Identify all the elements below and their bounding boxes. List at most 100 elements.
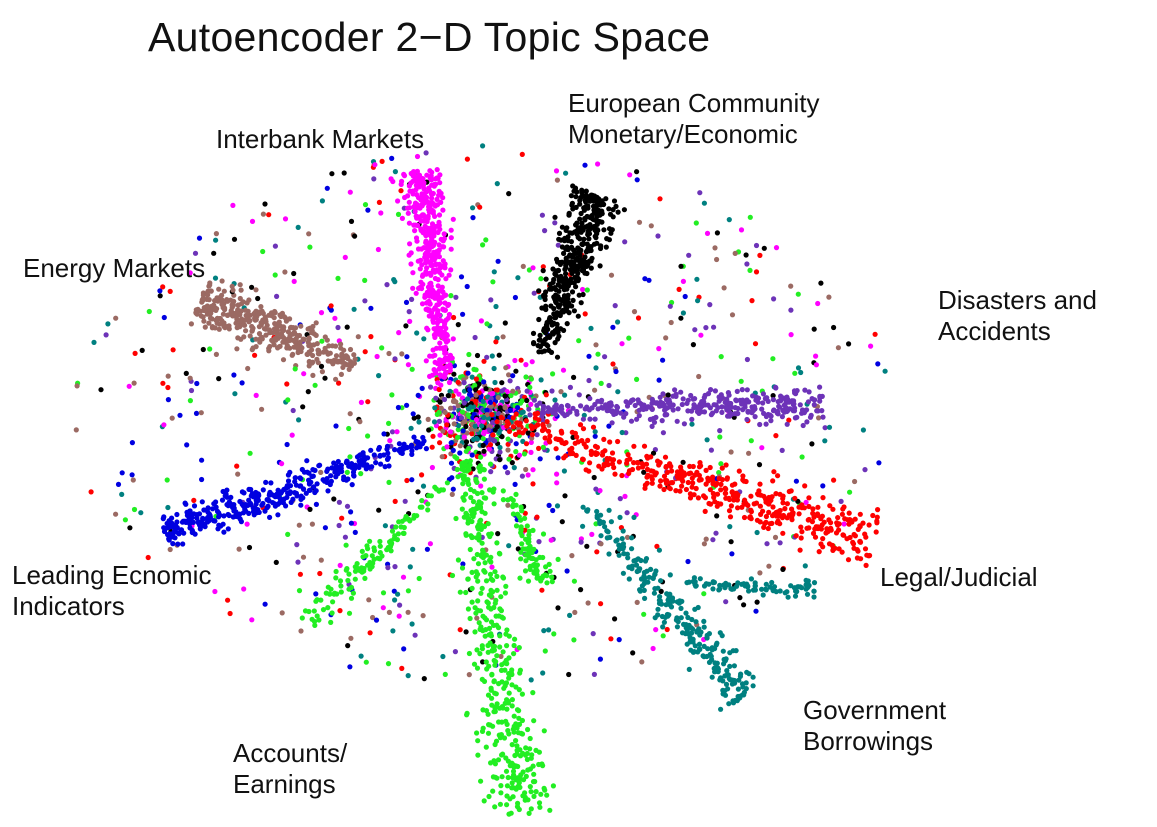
- background-point: [194, 380, 200, 387]
- series-point-energy-markets: [281, 324, 287, 330]
- background-point: [419, 472, 425, 478]
- series-point-government-borrowings: [676, 600, 682, 606]
- series-point-legal-judicial: [723, 495, 729, 501]
- series-point-leading-economic-indicators: [270, 500, 276, 506]
- series-point-leading-economic-indicators: [272, 503, 278, 509]
- series-point-legal-judicial: [748, 493, 754, 499]
- series-point-energy-markets: [206, 297, 212, 303]
- background-point: [457, 589, 463, 595]
- series-point-legal-judicial: [858, 556, 864, 562]
- series-point-interbank-markets: [429, 200, 435, 206]
- series-point-government-borrowings: [722, 658, 729, 664]
- background-point: [754, 529, 760, 536]
- series-point-accounts-earnings: [493, 659, 499, 665]
- series-point-disasters-and-accidents: [817, 384, 823, 390]
- series-point-accounts-earnings: [367, 538, 373, 544]
- series-point-leading-economic-indicators: [325, 488, 331, 494]
- series-point-legal-judicial: [619, 472, 625, 479]
- series-point-leading-economic-indicators: [161, 528, 168, 535]
- background-point: [165, 504, 171, 511]
- core-point: [528, 376, 535, 382]
- background-point: [105, 321, 111, 327]
- background-point: [727, 524, 733, 530]
- background-point: [399, 665, 405, 672]
- series-point-interbank-markets: [434, 196, 440, 202]
- series-point-legal-judicial: [513, 411, 519, 417]
- series-point-disasters-and-accidents: [719, 409, 725, 415]
- background-point: [701, 541, 708, 547]
- background-point: [624, 534, 631, 541]
- series-point-european-community-monetary-economic: [547, 286, 553, 292]
- background-point: [249, 218, 256, 224]
- background-point: [282, 269, 288, 275]
- series-point-accounts-earnings: [468, 533, 474, 539]
- series-point-government-borrowings: [697, 576, 703, 582]
- background-point: [692, 327, 698, 333]
- series-point-government-borrowings: [743, 686, 749, 692]
- series-point-government-borrowings: [604, 535, 610, 541]
- series-point-energy-markets: [243, 317, 249, 323]
- series-point-disasters-and-accidents: [807, 414, 814, 420]
- background-point: [164, 477, 170, 483]
- series-point-disasters-and-accidents: [701, 409, 708, 415]
- background-point: [597, 488, 603, 494]
- series-point-european-community-monetary-economic: [601, 227, 607, 233]
- series-point-disasters-and-accidents: [685, 397, 691, 403]
- series-point-energy-markets: [306, 343, 312, 349]
- background-point: [384, 282, 390, 288]
- series-point-accounts-earnings: [497, 801, 503, 807]
- core-point: [468, 426, 474, 432]
- series-point-leading-economic-indicators: [292, 475, 298, 481]
- background-point: [295, 224, 301, 230]
- background-point: [820, 483, 826, 489]
- background-point: [815, 300, 821, 307]
- background-point: [397, 602, 403, 608]
- series-point-interbank-markets: [436, 331, 442, 337]
- series-point-leading-economic-indicators: [298, 476, 304, 482]
- series-point-accounts-earnings: [489, 648, 495, 654]
- background-point: [409, 366, 415, 372]
- series-point-disasters-and-accidents: [770, 397, 777, 403]
- background-point: [322, 525, 328, 531]
- background-point: [230, 202, 236, 208]
- background-point: [513, 449, 519, 455]
- series-point-legal-judicial: [658, 478, 664, 484]
- series-point-accounts-earnings: [514, 743, 520, 749]
- series-point-european-community-monetary-economic: [579, 220, 585, 226]
- series-point-legal-judicial: [558, 437, 564, 444]
- series-point-interbank-markets: [445, 338, 451, 344]
- series-point-interbank-markets: [442, 374, 448, 380]
- series-point-accounts-earnings: [547, 568, 553, 574]
- background-point: [554, 177, 561, 183]
- series-point-interbank-markets: [405, 193, 411, 199]
- background-point: [337, 562, 343, 569]
- series-point-european-community-monetary-economic: [555, 294, 561, 300]
- background-point: [396, 330, 402, 336]
- series-point-european-community-monetary-economic: [556, 230, 563, 236]
- series-point-european-community-monetary-economic: [552, 340, 558, 346]
- series-point-energy-markets: [310, 372, 316, 378]
- background-point: [650, 450, 657, 456]
- series-point-leading-economic-indicators: [332, 469, 338, 475]
- background-point: [368, 305, 374, 311]
- series-point-accounts-earnings: [479, 490, 485, 496]
- series-point-disasters-and-accidents: [757, 421, 763, 428]
- series-point-interbank-markets: [422, 224, 428, 230]
- series-point-government-borrowings: [642, 595, 648, 602]
- series-point-accounts-earnings: [352, 576, 358, 582]
- series-point-disasters-and-accidents: [662, 412, 668, 418]
- series-point-legal-judicial: [862, 546, 869, 552]
- background-point: [613, 368, 619, 375]
- background-point: [352, 529, 358, 536]
- background-point: [512, 481, 518, 487]
- series-point-leading-economic-indicators: [277, 500, 283, 506]
- series-point-legal-judicial: [784, 501, 791, 507]
- series-point-interbank-markets: [428, 313, 434, 319]
- series-point-accounts-earnings: [501, 735, 508, 741]
- core-point: [528, 401, 534, 407]
- core-point: [472, 382, 478, 388]
- series-point-european-community-monetary-economic: [564, 308, 570, 314]
- background-point: [160, 284, 166, 290]
- series-point-energy-markets: [319, 369, 325, 375]
- background-point: [619, 429, 625, 436]
